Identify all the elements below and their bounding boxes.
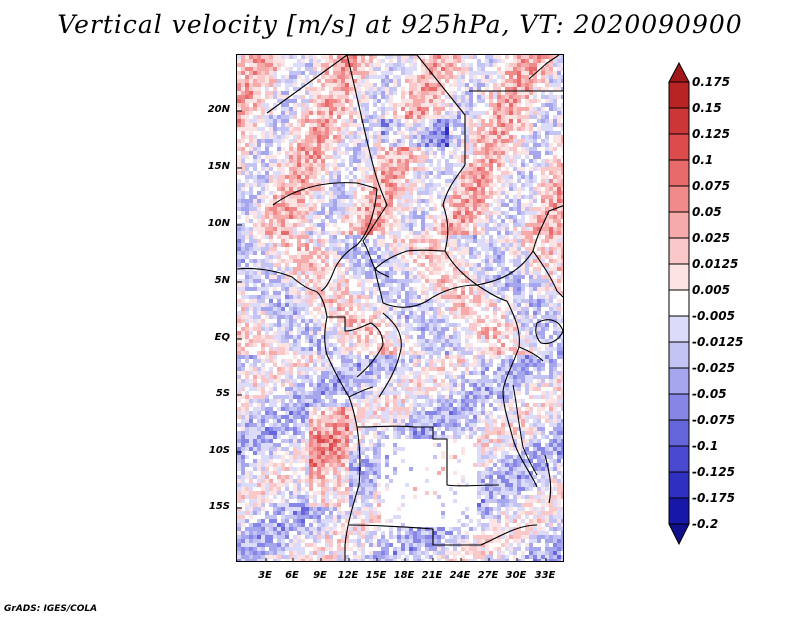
colorbar-label: 0.175 — [692, 75, 730, 89]
colorbar-label: 0.1 — [692, 153, 714, 167]
colorbar-segment — [668, 237, 690, 265]
colorbar-label: 0.05 — [692, 205, 722, 219]
colorbar-label: -0.05 — [692, 387, 727, 401]
border-chad-sudan — [442, 164, 478, 286]
lon-tick-label: 6E — [285, 570, 299, 581]
colorbar-segment — [668, 81, 690, 109]
grads-credit: GrADS: IGES/COLA — [4, 604, 98, 614]
colorbar-segment — [668, 419, 690, 447]
colorbar-segment — [668, 133, 690, 161]
lon-tick-label: 27E — [477, 570, 499, 581]
colorbar-label: 0.025 — [692, 231, 730, 245]
vertical-velocity-map — [236, 54, 564, 562]
colorbar-segment — [668, 289, 690, 317]
colorbar-segment — [668, 315, 690, 343]
lon-tick-label: 18E — [393, 570, 415, 581]
lon-tick-label: 21E — [421, 570, 443, 581]
border-libya-chad — [266, 55, 348, 114]
colorbar-segment — [668, 367, 690, 395]
colorbar-label: -0.025 — [692, 361, 735, 375]
border-gabon — [327, 316, 384, 378]
lon-tick-label: 12E — [337, 570, 359, 581]
colorbar-label: 0.125 — [692, 127, 730, 141]
colorbar-label: 0.15 — [692, 101, 722, 115]
lon-tick-label: 24E — [449, 570, 471, 581]
border-car-south — [382, 284, 508, 308]
lat-tick-label: 10S — [208, 445, 230, 456]
border-nigeria-cameroon — [320, 188, 378, 292]
border-congo-drc — [378, 312, 402, 398]
lon-tick-label: 3E — [258, 570, 272, 581]
coastline-west — [237, 267, 361, 561]
border-libya-sudan — [347, 55, 466, 165]
border-chad-west — [346, 55, 390, 278]
lon-tick-label: 9E — [313, 570, 327, 581]
colorbar-label: -0.1 — [692, 439, 719, 453]
colorbar-label: -0.0125 — [692, 335, 744, 349]
colorbar-label: -0.005 — [692, 309, 735, 323]
lat-tick-label: 20N — [207, 104, 230, 115]
colorbar — [668, 62, 690, 546]
colorbar-label: 0.0125 — [692, 257, 739, 271]
lake-malawi — [544, 454, 552, 504]
lake-tanganyika — [512, 384, 538, 476]
lat-tick-label: EQ — [214, 332, 230, 343]
border-cameroon-car — [374, 268, 384, 304]
colorbar-segment — [668, 211, 690, 239]
border-cabinda — [348, 386, 374, 398]
lat-tick-label: 10N — [207, 218, 230, 229]
colorbar-label: -0.075 — [692, 413, 735, 427]
border-drc-angola — [356, 425, 500, 487]
colorbar-label: -0.175 — [692, 491, 735, 505]
lat-tick-label: 5S — [215, 388, 230, 399]
colorbar-max-arrow — [668, 62, 690, 83]
colorbar-segment — [668, 263, 690, 291]
lake-victoria — [535, 319, 563, 345]
colorbar-segment — [668, 445, 690, 473]
lon-tick-label: 33E — [534, 570, 556, 581]
colorbar-segment — [668, 107, 690, 135]
border-angola-south — [348, 524, 481, 546]
border-kenya — [532, 250, 563, 298]
colorbar-label: 0.005 — [692, 283, 730, 297]
colorbar-label: -0.125 — [692, 465, 735, 479]
coast-redsea — [528, 55, 560, 80]
colorbar-label: -0.2 — [692, 517, 719, 531]
border-car-north — [374, 249, 446, 270]
colorbar-segment — [668, 159, 690, 187]
lat-tick-label: 5N — [214, 275, 230, 286]
colorbar-segment — [668, 185, 690, 213]
lon-tick-label: 15E — [365, 570, 387, 581]
lat-tick-label: 15S — [208, 501, 230, 512]
colorbar-segment — [668, 497, 690, 525]
border-zambia — [432, 524, 538, 546]
velocity-field — [237, 55, 563, 561]
colorbar-segment — [668, 471, 690, 499]
border-uganda — [518, 346, 544, 362]
country-borders — [237, 55, 563, 561]
lon-tick-label: 30E — [505, 570, 527, 581]
border-drc-east — [502, 300, 538, 488]
border-niger-nigeria — [272, 182, 378, 206]
colorbar-label: 0.075 — [692, 179, 730, 193]
colorbar-min-arrow — [668, 523, 690, 546]
map-title: Vertical velocity [m/s] at 925hPa, VT: 2… — [57, 10, 743, 39]
border-sudan-east — [476, 205, 563, 286]
lat-tick-label: 15N — [207, 161, 230, 172]
colorbar-segment — [668, 393, 690, 421]
colorbar-segment — [668, 341, 690, 369]
